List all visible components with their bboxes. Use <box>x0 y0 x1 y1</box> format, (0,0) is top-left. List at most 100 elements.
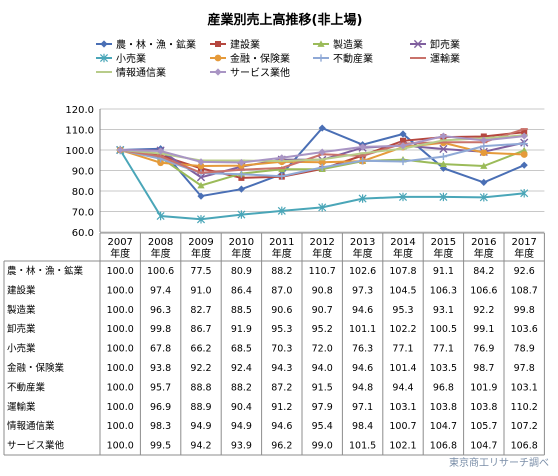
table-cell: 100.0 <box>107 285 134 296</box>
data-point <box>521 129 528 136</box>
legend-swatch-marker <box>214 68 222 76</box>
table-cell: 103.1 <box>389 402 416 413</box>
table-cell: 99.8 <box>514 305 535 316</box>
table-row-label: 農・林・漁・鉱業 <box>7 265 84 277</box>
table-row-label: 金融・保険業 <box>7 362 65 374</box>
legend-swatch-marker <box>100 40 108 48</box>
x-tick-suffix: 年度 <box>110 247 130 260</box>
y-tick-label: 120.0 <box>65 105 94 116</box>
table-cell: 97.8 <box>514 363 535 374</box>
x-tick-year: 2011 <box>269 237 294 248</box>
table-cell: 98.4 <box>352 421 373 432</box>
legend-swatch-marker <box>215 41 221 47</box>
data-point <box>237 158 245 167</box>
table-cell: 100.0 <box>107 305 134 316</box>
table-cell: 88.2 <box>231 382 252 393</box>
chart-series-lines <box>116 124 529 224</box>
data-point <box>439 144 448 154</box>
data-point <box>238 174 245 181</box>
table-row-label: 小売業 <box>7 343 36 355</box>
table-cell: 94.9 <box>190 421 211 432</box>
table-cell: 95.3 <box>271 324 292 335</box>
table-cell: 77.1 <box>392 344 413 355</box>
table-cell: 77.1 <box>433 344 454 355</box>
table-cell: 98.3 <box>150 421 171 432</box>
data-point <box>237 210 246 219</box>
data-point <box>237 170 245 178</box>
table-cell: 88.9 <box>190 402 211 413</box>
table-cell: 87.0 <box>271 285 292 296</box>
table-cell: 96.9 <box>150 402 171 413</box>
table-cell: 91.0 <box>190 285 211 296</box>
data-point <box>520 189 529 198</box>
table-cell: 91.5 <box>312 382 333 393</box>
table-cell: 98.7 <box>473 363 494 374</box>
table-cell: 100.0 <box>107 421 134 432</box>
table-cell: 70.3 <box>271 344 292 355</box>
table-cell: 100.0 <box>107 402 134 413</box>
table-cell: 94.0 <box>312 363 333 374</box>
legend-label: サービス業他 <box>230 66 290 79</box>
table-cell: 92.6 <box>514 266 535 277</box>
table-cell: 101.5 <box>349 441 376 452</box>
x-tick-year: 2016 <box>471 237 496 248</box>
data-point <box>197 162 205 170</box>
x-tick-year: 2008 <box>148 237 173 248</box>
table-cell: 82.7 <box>190 305 211 316</box>
table-cell: 94.6 <box>352 363 373 374</box>
data-point <box>480 162 488 169</box>
data-point <box>359 143 367 151</box>
table-cell: 100.7 <box>389 421 416 432</box>
data-point <box>399 142 407 150</box>
table-cell: 95.4 <box>312 421 333 432</box>
data-point <box>480 178 488 186</box>
data-point <box>439 160 447 168</box>
x-tick-year: 2010 <box>229 237 254 248</box>
x-tick-suffix: 年度 <box>191 247 211 260</box>
table-cell: 101.1 <box>349 324 376 335</box>
x-tick-year: 2012 <box>309 237 334 248</box>
table-cell: 100.5 <box>430 324 457 335</box>
table-cell: 100.0 <box>107 441 134 452</box>
data-point <box>197 192 205 200</box>
table-cell: 110.7 <box>309 266 336 277</box>
data-point <box>116 146 124 154</box>
legend-label: 金融・保険業 <box>230 52 290 65</box>
table-cell: 93.9 <box>231 441 252 452</box>
data-point <box>318 124 326 132</box>
table-row-label: 製造業 <box>7 304 36 316</box>
table-cell: 101.9 <box>470 382 497 393</box>
table-cell: 94.3 <box>271 363 292 374</box>
y-tick-label: 110.0 <box>65 126 94 137</box>
table-cell: 95.2 <box>312 324 333 335</box>
table-cell: 68.5 <box>231 344 252 355</box>
table-cell: 102.1 <box>389 441 416 452</box>
table-cell: 104.7 <box>430 421 457 432</box>
table-cell: 99.0 <box>312 441 333 452</box>
table-row-label: サービス業他 <box>7 440 65 452</box>
x-tick-year: 2009 <box>188 237 213 248</box>
table-cell: 94.9 <box>231 421 252 432</box>
table-cell: 86.7 <box>190 324 211 335</box>
legend-label: 建設業 <box>230 38 260 51</box>
data-point <box>480 136 488 144</box>
data-point <box>400 137 406 144</box>
table-cell: 88.2 <box>271 266 292 277</box>
table-cell: 96.3 <box>150 305 171 316</box>
data-point <box>398 192 408 202</box>
table-cell: 90.6 <box>271 305 292 316</box>
legend-swatch-marker <box>413 39 423 49</box>
table-cell: 107.2 <box>511 421 538 432</box>
table-cell: 94.2 <box>190 441 211 452</box>
x-tick-year: 2014 <box>390 237 415 248</box>
table-cell: 94.4 <box>392 382 413 393</box>
table-cell: 94.8 <box>352 382 373 393</box>
table-cell: 99.5 <box>150 441 171 452</box>
table-cell: 88.8 <box>190 382 211 393</box>
table-cell: 100.0 <box>107 363 134 374</box>
table-cell: 88.5 <box>231 305 252 316</box>
table-cell: 90.8 <box>312 285 333 296</box>
y-tick-label: 80.0 <box>72 187 94 198</box>
data-point <box>196 215 206 224</box>
